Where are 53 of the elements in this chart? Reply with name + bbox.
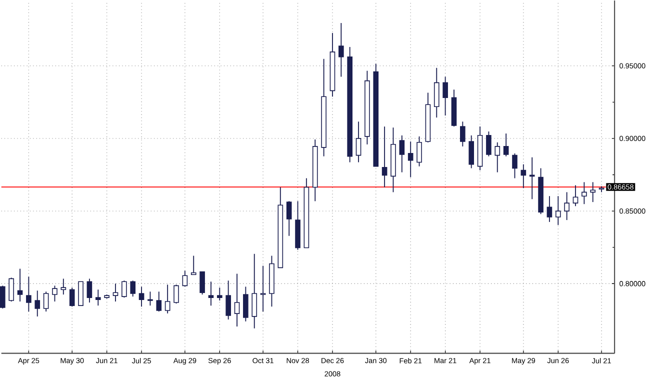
candlestick: [174, 284, 179, 304]
candlestick: [190, 255, 196, 276]
candlestick: [382, 126, 388, 188]
candlestick: [564, 192, 570, 221]
candlestick: [286, 200, 292, 236]
candlestick: [8, 277, 14, 302]
candlestick: [200, 271, 205, 296]
candlestick: [26, 276, 32, 312]
candlestick: [122, 280, 127, 298]
candlestick: [582, 182, 587, 205]
candlestick: [590, 182, 596, 203]
candlestick: [442, 76, 448, 116]
candlestick: [148, 291, 153, 306]
candlestick: [60, 278, 66, 296]
candlestick: [555, 196, 561, 226]
candlestick: [43, 291, 49, 312]
candlestick: [216, 287, 222, 302]
candlestick: [356, 121, 362, 163]
candlestick: [156, 291, 162, 312]
candlestick: [95, 289, 101, 306]
candlestick: [416, 136, 422, 167]
candlestick: [17, 268, 23, 302]
candlestick: [234, 273, 240, 328]
candlestick: [112, 283, 118, 302]
candlestick: [399, 135, 405, 173]
candlestick: [164, 284, 170, 314]
candlestick: [512, 153, 518, 179]
candlestick: [34, 290, 40, 317]
candlestick: [0, 285, 6, 310]
candlestick: [86, 278, 92, 304]
candlestick: [529, 156, 535, 200]
candlestick: [78, 281, 84, 306]
candlestick: [252, 253, 258, 329]
candlestick: [572, 184, 578, 207]
candlestick: [503, 133, 509, 157]
candlestick: [494, 142, 500, 173]
candlestick: [468, 135, 474, 169]
candlestick: [130, 280, 136, 298]
candlestick: [260, 265, 266, 312]
candlestick: [520, 164, 526, 189]
candlestick: [486, 131, 492, 157]
candlestick: [338, 22, 344, 78]
candlestick: [243, 286, 248, 322]
candlestick: [69, 287, 75, 308]
candlestick: [546, 196, 552, 222]
candlestick: [208, 281, 214, 306]
candlestick: [226, 280, 231, 320]
candlestick: [408, 141, 414, 178]
candlestick: [138, 286, 144, 308]
candlestick: [182, 270, 188, 288]
candlestick: [460, 121, 466, 147]
candlestick: [434, 68, 440, 118]
candlestick: [52, 285, 58, 302]
